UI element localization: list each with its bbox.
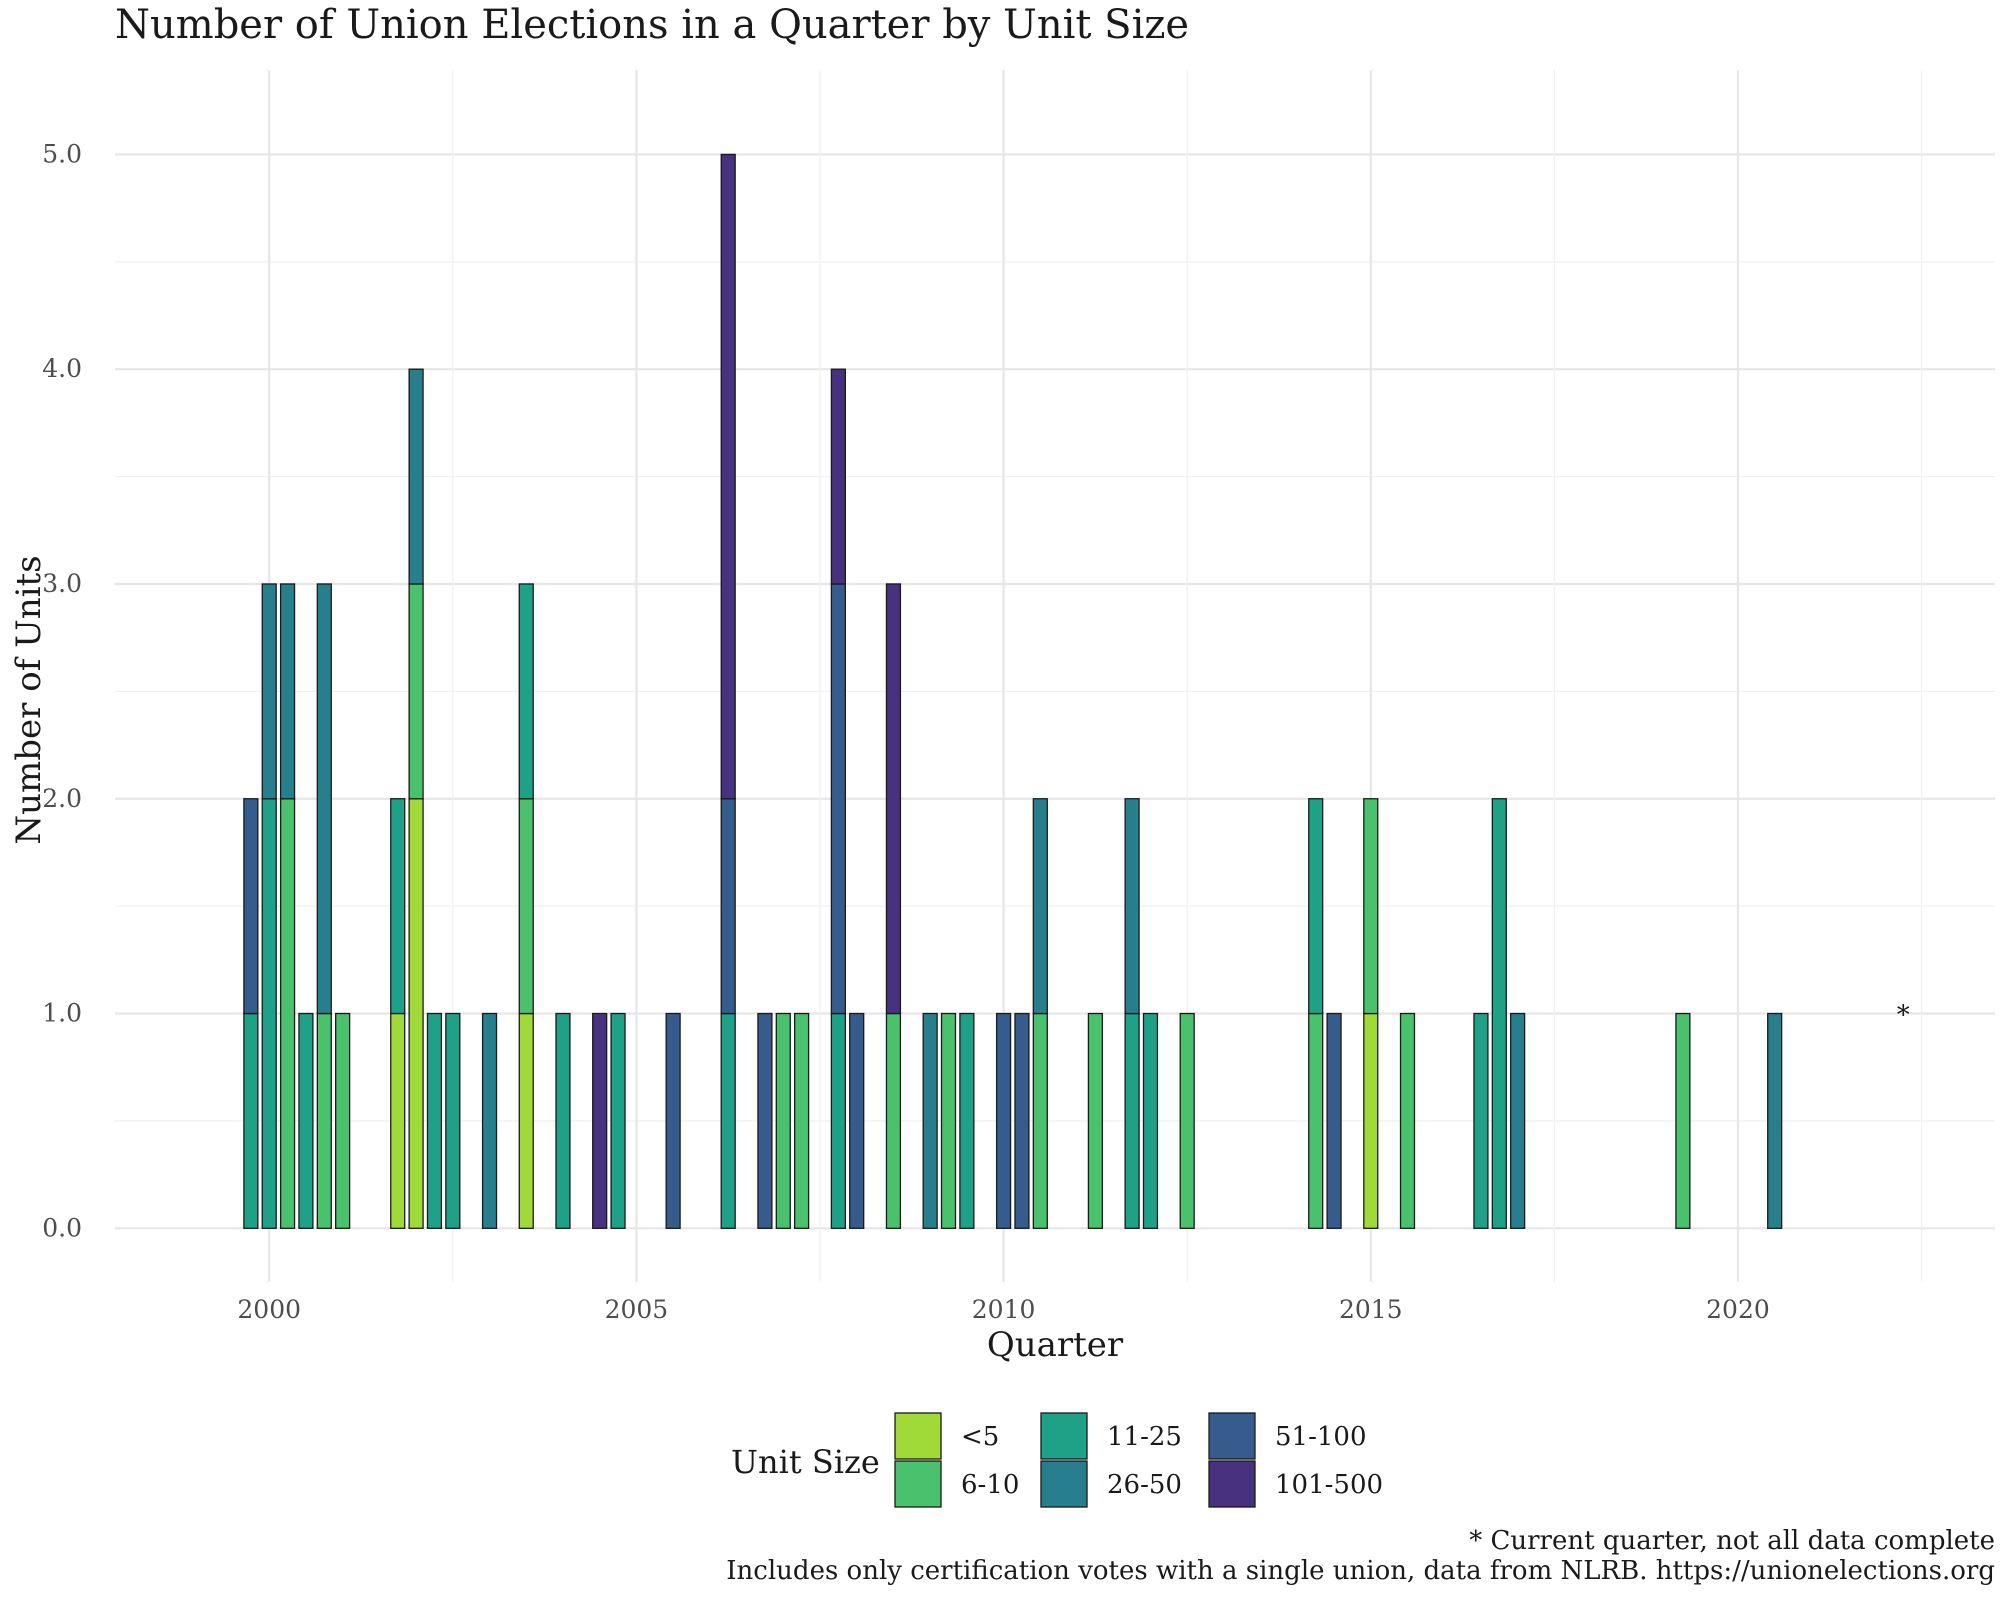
bar-segment (518, 798, 534, 1015)
bar-segment (390, 1012, 406, 1229)
bar-segment (1363, 1012, 1379, 1229)
bar-segment (426, 1012, 443, 1229)
chart-title: Number of Union Elections in a Quarter b… (115, 2, 1190, 48)
bar-segment (1124, 798, 1140, 1015)
legend-key-swatch (894, 1460, 942, 1508)
caption-source: Includes only certification votes with a… (726, 1556, 1995, 1586)
bar-segment (445, 1012, 461, 1229)
bar-segment (316, 1012, 332, 1229)
legend-items: <5 6-10 11-25 26-50 51-100 101-500 (894, 1412, 1383, 1508)
y-tick-label: 2.0 (42, 784, 82, 813)
legend-title: Unit Size (731, 1443, 880, 1481)
bar-segment (775, 1012, 791, 1229)
bar-segment (885, 1012, 902, 1229)
bar-segment (261, 798, 277, 1229)
x-tick-label: 2000 (237, 1295, 301, 1324)
legend-key-label: 11-25 (1107, 1422, 1182, 1452)
y-tick-label: 4.0 (42, 354, 82, 383)
bar-segment (298, 1012, 314, 1229)
x-tick-label: 2005 (605, 1295, 669, 1324)
bar-segment (408, 798, 424, 1229)
bar-segment (1179, 1012, 1195, 1229)
bar-segment (720, 798, 736, 1015)
x-tick-label: 2020 (1706, 1295, 1770, 1324)
legend-key-swatch (894, 1412, 942, 1460)
bar-segment (408, 583, 424, 800)
bar-segment (849, 1012, 865, 1229)
bar-segment (995, 1012, 1012, 1229)
bar-segment (665, 1012, 681, 1229)
bar-segment (335, 1012, 351, 1229)
bar-segment (1124, 1012, 1140, 1229)
bar-segment (1363, 798, 1379, 1015)
x-axis-title: Quarter (987, 1325, 1124, 1365)
bar-segment (390, 798, 406, 1015)
bar-segment (279, 583, 296, 800)
bar-segment (316, 583, 332, 1015)
x-tick-label: 2010 (972, 1295, 1036, 1324)
y-tick-label: 1.0 (42, 999, 82, 1028)
bar-segment (1491, 798, 1507, 1229)
bar-segment (1326, 1012, 1342, 1229)
bar-segment (720, 1012, 736, 1229)
legend-key-label: 6-10 (961, 1470, 1019, 1500)
bar-segment (1675, 1012, 1691, 1229)
legend-key-swatch (1208, 1460, 1256, 1508)
bar-segment (830, 583, 846, 1015)
legend: Unit Size <5 6-10 11-25 26-50 51-100 101-500 (731, 1412, 1383, 1508)
y-tick-label: 5.0 (42, 139, 82, 168)
bar-segment (940, 1012, 957, 1229)
bar-segment (1399, 1012, 1416, 1229)
caption-note: * Current quarter, not all data complete (1469, 1526, 1995, 1556)
bar-segment (1087, 1012, 1104, 1229)
bar-series (243, 153, 1783, 1229)
bar-segment (261, 583, 277, 800)
bar-segment (885, 583, 902, 1015)
bar-segment (1014, 1012, 1030, 1229)
bar-segment (1032, 1012, 1048, 1229)
bar-segment (830, 368, 846, 585)
annotation-label: * (1897, 1001, 1910, 1031)
legend-key-label: 51-100 (1275, 1422, 1367, 1452)
bar-segment (243, 1012, 259, 1229)
bar-segment (794, 1012, 810, 1229)
bar-segment (518, 1012, 534, 1229)
legend-key-swatch (1040, 1412, 1088, 1460)
axis-ticks: 0.0 1.0 2.0 3.0 4.0 5.0 2000 2005 2010 2015 2020 (42, 139, 1770, 1324)
bar-segment (720, 153, 736, 800)
bar-segment (592, 1012, 608, 1229)
bar-segment (1767, 1012, 1783, 1229)
bar-segment (610, 1012, 626, 1229)
bar-segment (830, 1012, 846, 1229)
legend-key-label: 26-50 (1107, 1470, 1182, 1500)
bar-segment (408, 368, 424, 585)
bar-segment (481, 1012, 498, 1229)
bar-segment (1308, 1012, 1324, 1229)
bar-segment (1510, 1012, 1526, 1229)
x-tick-label: 2015 (1339, 1295, 1403, 1324)
bar-segment (1308, 798, 1324, 1015)
bar-segment (1142, 1012, 1159, 1229)
legend-key-swatch (1040, 1460, 1088, 1508)
bar-segment (922, 1012, 938, 1229)
bar-segment (1032, 798, 1048, 1015)
legend-key-label: <5 (961, 1422, 999, 1452)
y-tick-label: 0.0 (42, 1213, 82, 1242)
bar-segment (757, 1012, 773, 1229)
legend-key-label: 101-500 (1275, 1470, 1383, 1500)
legend-key-swatch (1208, 1412, 1256, 1460)
bar-segment (518, 583, 534, 800)
bar-segment (555, 1012, 571, 1229)
annotations: * (1897, 1001, 1910, 1031)
bar-segment (243, 798, 259, 1015)
bar-segment (959, 1012, 975, 1229)
y-tick-label: 3.0 (42, 569, 82, 598)
y-axis-title: Number of Units (9, 555, 49, 844)
bar-segment (279, 798, 296, 1229)
bar-segment (1473, 1012, 1489, 1229)
